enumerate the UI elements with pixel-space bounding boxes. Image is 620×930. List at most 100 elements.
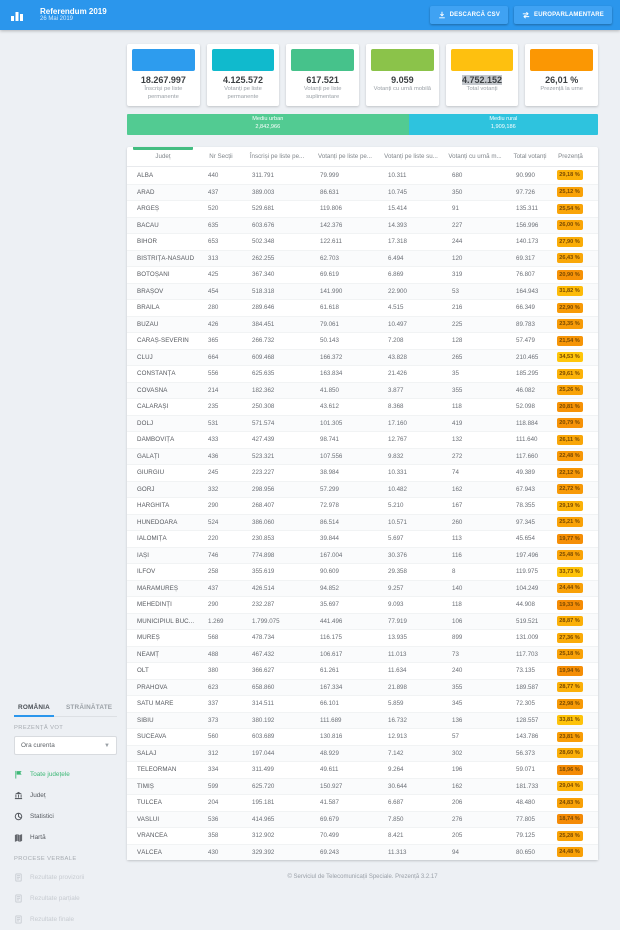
table-row[interactable]: TIMIȘ 599 625.720 150.927 30.644 162 181… [127,777,598,794]
column-header-1[interactable]: Nr Secții [209,153,233,160]
cell-votanti-urna-mobila: 260 [452,518,463,526]
table-row[interactable]: BOTOȘANI 425 367.340 69.619 6.869 319 76… [127,266,598,283]
column-header-7[interactable]: Prezență [558,153,583,160]
mediu-rural-segment[interactable]: Mediu rural 1,909,186 [408,114,598,135]
cell-votanti-liste-suplimentare: 21.898 [388,683,407,691]
sidebar-tab-străinătate[interactable]: STRĂINĂTATE [65,704,113,711]
table-row[interactable]: VRANCEA 358 312.902 70.499 8.421 205 79.… [127,827,598,844]
sidebar-item-statistici[interactable]: Statistici [14,806,117,827]
stat-card-color-bar [371,49,434,71]
cell-votanti-liste-suplimentare: 8.368 [388,403,404,411]
table-row[interactable]: SIBIU 373 380.192 111.689 16.732 136 128… [127,711,598,728]
table-row[interactable]: NEAMȚ 488 467.432 106.617 11.013 73 117.… [127,645,598,662]
sidebar-item-toate-jude-ele[interactable]: Toate județele [14,764,117,785]
cell-votanti-urna-mobila: 113 [452,535,462,543]
cell-judet: GALAȚI [137,452,160,460]
table-row[interactable]: BUZĂU 426 384.451 79.061 10.497 225 89.7… [127,315,598,332]
table-row[interactable]: ARAD 437 389.003 86.631 10.745 350 97.72… [127,183,598,200]
table-row[interactable]: DÂMBOVIȚA 433 427.439 98.741 12.767 132 … [127,431,598,448]
cell-inscrisi-liste-permanente: 603.689 [252,733,275,741]
cell-nr-sectii: 426 [208,320,219,328]
table-row[interactable]: VÂLCEA 430 329.392 69.243 11.313 94 80.6… [127,843,598,860]
cell-inscrisi-liste-permanente: 774.898 [252,551,275,559]
table-row[interactable]: MUREȘ 568 478.734 116.175 13.935 899 131… [127,629,598,646]
stat-card-value: 4.752.152 [462,75,503,85]
presence-badge: 29,19 % [556,500,583,511]
sidebar-tab-românia[interactable]: ROMÂNIA [14,698,54,717]
column-header-2[interactable]: Înscriși pe liste pe... [249,153,305,160]
cell-votanti-urna-mobila: 132 [452,436,463,444]
column-header-6[interactable]: Total votanți [513,153,547,160]
table-row[interactable]: SATU MARE 337 314.511 66.101 5.859 345 7… [127,695,598,712]
cell-votanti-liste-permanente: 86.631 [320,188,339,196]
cell-nr-sectii: 623 [208,683,219,691]
stat-card-label: Total votanți [466,86,498,92]
mediu-urban-segment[interactable]: Mediu urban 2,842,966 [127,114,409,135]
table-row[interactable]: BRĂILA 280 289.646 61.618 4.515 216 66.3… [127,299,598,316]
cell-votanti-liste-suplimentare: 22.900 [388,287,407,295]
column-header-3[interactable]: Votanți pe liste pe... [317,153,372,160]
sidebar-item-hart-[interactable]: Hartă [14,827,117,848]
column-header-5[interactable]: Votanți cu urnă m... [448,153,502,160]
cell-inscrisi-liste-permanente: 232.287 [252,601,275,609]
table-row[interactable]: MARAMUREȘ 437 426.514 94.852 9.257 140 1… [127,579,598,596]
cell-nr-sectii: 425 [208,271,219,279]
cell-judet: BOTOȘANI [137,271,170,279]
table-row[interactable]: BACĂU 635 603.676 142.376 14.393 227 156… [127,216,598,233]
cell-votanti-urna-mobila: 196 [452,766,463,774]
table-row[interactable]: GIURGIU 245 223.227 38.984 10.331 74 49.… [127,464,598,481]
table-row[interactable]: TELEORMAN 334 311.499 49.611 9.264 196 5… [127,761,598,778]
table-row[interactable]: BISTRIȚA-NĂSĂUD 313 262.255 62.703 6.494… [127,249,598,266]
table-row[interactable]: COVASNA 214 182.362 41.850 3.877 355 46.… [127,381,598,398]
table-row[interactable]: CONSTANȚA 556 625.635 163.834 21.426 35 … [127,365,598,382]
table-row[interactable]: SUCEAVA 560 603.689 130.816 12.913 57 14… [127,728,598,745]
table-row[interactable]: CLUJ 664 609.468 166.372 43.828 265 210.… [127,348,598,365]
table-row[interactable]: IALOMIȚA 220 230.853 39.844 5.697 113 45… [127,530,598,547]
cell-votanti-liste-suplimentare: 5.697 [388,535,404,543]
table-row[interactable]: VASLUI 536 414.965 69.679 7.850 276 77.8… [127,810,598,827]
presence-badge: 31,82 % [556,286,583,297]
sidebar-item-jude-[interactable]: Județ [14,785,117,806]
top-bar: Referendum 2019 26 Mai 2019 DESCARCĂ CSV… [0,0,620,30]
table-row[interactable]: IAȘI 746 774.898 167.004 30.376 116 197.… [127,546,598,563]
sidebar-item-rezultate-finale: Rezultate finale [14,909,117,930]
table-row[interactable]: GORJ 332 298.956 57.299 10.482 162 67.94… [127,480,598,497]
presence-badge: 28,60 % [556,748,583,759]
table-row[interactable]: DOLJ 531 571.574 101.305 17.160 419 118.… [127,414,598,431]
table-row[interactable]: PRAHOVA 623 658.860 167.334 21.898 355 1… [127,678,598,695]
table-row[interactable]: BIHOR 653 502.348 122.611 17.318 244 140… [127,233,598,250]
column-header-4[interactable]: Votanți pe liste su... [384,153,438,160]
table-row[interactable]: GALAȚI 436 523.321 107.556 9.832 272 117… [127,447,598,464]
cell-votanti-liste-suplimentare: 10.571 [388,518,407,526]
table-row[interactable]: HARGHITA 290 268.407 72.978 5.210 167 78… [127,497,598,514]
download-csv-button[interactable]: DESCARCĂ CSV [429,6,509,24]
cell-nr-sectii: 245 [208,469,219,477]
time-select-dropdown[interactable]: Ora curenta ▼ [14,736,117,755]
stat-card: 4.752.152 Total votanți [445,44,519,106]
table-row[interactable]: ILFOV 258 355.619 90.609 29.358 8 119.97… [127,563,598,580]
cell-votanti-liste-permanente: 66.101 [320,700,339,708]
table-row[interactable]: MUNICIPIUL BUC... 1.269 1.799.075 441.49… [127,612,598,629]
table-row[interactable]: HUNEDOARA 524 386.060 86.514 10.571 260 … [127,513,598,530]
table-row[interactable]: CĂLĂRAȘI 235 250.308 43.612 8.368 118 52… [127,398,598,415]
cell-nr-sectii: 653 [208,238,219,246]
table-row[interactable]: CARAȘ-SEVERIN 365 266.732 50.143 7.208 1… [127,332,598,349]
table-row[interactable]: BRAȘOV 454 518.318 141.990 22.900 53 164… [127,282,598,299]
cell-total-votanti: 119.975 [516,568,538,576]
cell-votanti-liste-suplimentare: 17.318 [388,238,407,246]
sidebar-item-label: Rezultate parțiale [30,895,80,902]
cell-votanti-liste-permanente: 119.806 [320,205,342,213]
table-row[interactable]: ALBA 440 311.791 79.999 10.311 680 90.99… [127,167,598,184]
table-row[interactable]: OLT 380 366.627 61.261 11.634 240 73.135… [127,662,598,679]
cell-inscrisi-liste-permanente: 389.003 [252,188,275,196]
cell-total-votanti: 90.990 [516,171,535,179]
cell-votanti-liste-suplimentare: 29.358 [388,568,407,576]
table-row[interactable]: TULCEA 204 195.181 41.587 6.687 206 48.4… [127,794,598,811]
table-row[interactable]: SĂLAJ 312 197.044 48.929 7.142 302 56.37… [127,744,598,761]
cell-inscrisi-liste-permanente: 355.619 [252,568,275,576]
europarlamentare-button[interactable]: EUROPARLAMENTARE [514,6,612,24]
table-row[interactable]: ARGEȘ 520 529.681 119.806 15.414 91 135.… [127,200,598,217]
table-row[interactable]: MEHEDINȚI 290 232.287 35.697 9.093 118 4… [127,596,598,613]
column-header-0[interactable]: Județ [127,147,199,167]
section-prezenta-vot: PREZENȚĂ VOT [14,725,64,731]
